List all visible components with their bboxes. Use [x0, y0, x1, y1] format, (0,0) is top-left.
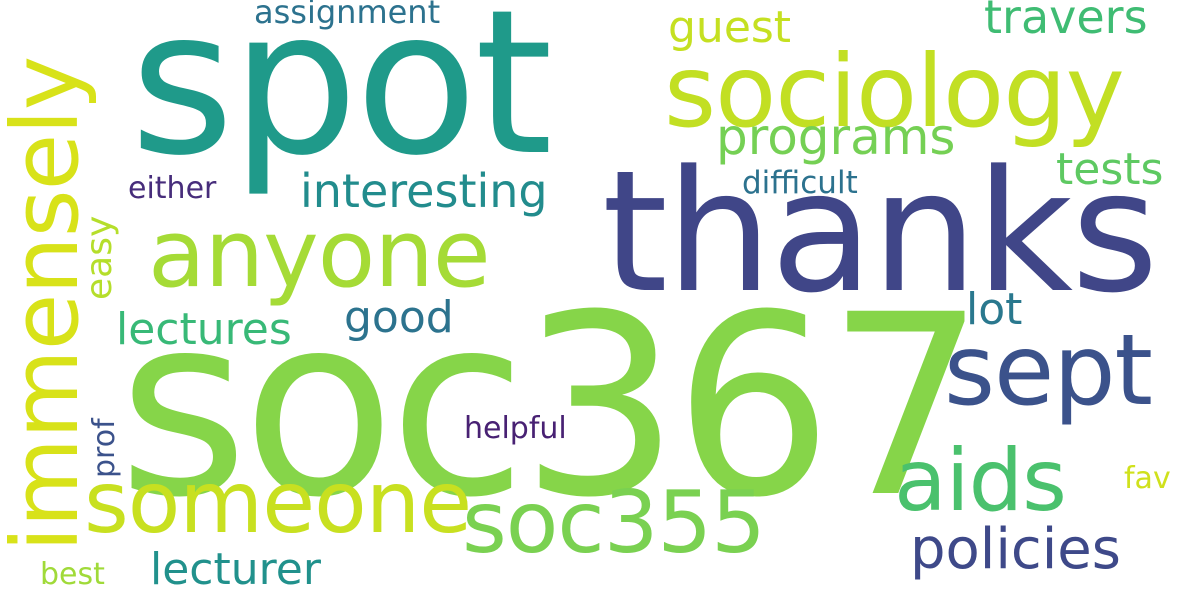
word-prof: prof	[87, 418, 122, 478]
word-best: best	[40, 557, 105, 592]
word-aids: aids	[894, 431, 1067, 531]
word-travers: travers	[984, 0, 1148, 44]
word-someone: someone	[84, 453, 472, 553]
word-programs: programs	[716, 108, 956, 166]
word-helpful: helpful	[464, 411, 567, 446]
word-good: good	[344, 292, 454, 343]
word-anyone: anyone	[148, 200, 491, 309]
word-thanks: thanks	[602, 134, 1159, 330]
word-fav: fav	[1124, 461, 1171, 496]
word-difficult: difficult	[742, 165, 858, 201]
word-interesting: interesting	[300, 164, 548, 218]
word-assignment: assignment	[254, 0, 441, 31]
word-soc355: soc355	[462, 473, 766, 573]
word-spot: spot	[130, 0, 553, 200]
word-soc367: soc367	[118, 261, 986, 552]
word-policies: policies	[910, 517, 1121, 582]
word-lot: lot	[966, 284, 1023, 335]
word-immensely: immensely	[0, 56, 99, 552]
word-tests: tests	[1056, 144, 1164, 195]
word-lectures: lectures	[116, 304, 292, 355]
word-lecturer: lecturer	[150, 544, 321, 595]
word-sociology: sociology	[664, 33, 1125, 150]
word-either: either	[128, 171, 217, 206]
word-easy: easy	[79, 215, 120, 300]
word-sept: sept	[944, 314, 1153, 428]
word-guest: guest	[668, 2, 792, 53]
